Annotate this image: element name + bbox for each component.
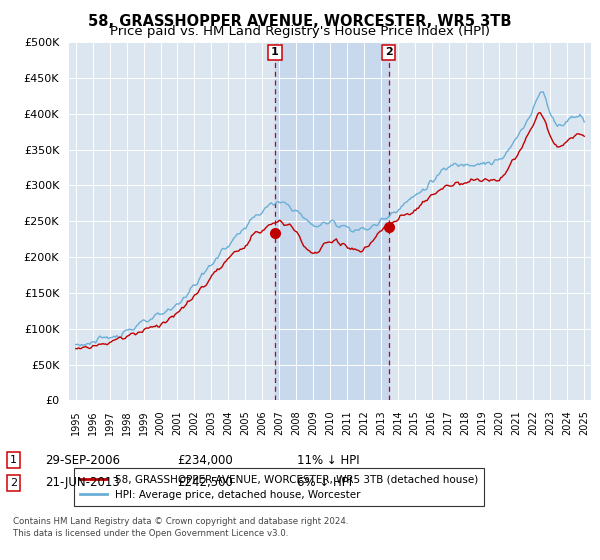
Text: 2: 2 [385, 48, 392, 57]
Text: Contains HM Land Registry data © Crown copyright and database right 2024.
This d: Contains HM Land Registry data © Crown c… [13, 517, 349, 538]
Text: 58, GRASSHOPPER AVENUE, WORCESTER, WR5 3TB: 58, GRASSHOPPER AVENUE, WORCESTER, WR5 3… [88, 14, 512, 29]
Text: £234,000: £234,000 [177, 454, 233, 467]
Text: Price paid vs. HM Land Registry's House Price Index (HPI): Price paid vs. HM Land Registry's House … [110, 25, 490, 38]
Text: 6% ↓ HPI: 6% ↓ HPI [297, 476, 352, 489]
Text: £242,500: £242,500 [177, 476, 233, 489]
Text: 1: 1 [271, 48, 279, 57]
Text: 2: 2 [10, 478, 17, 488]
Text: 29-SEP-2006: 29-SEP-2006 [45, 454, 120, 467]
Text: 11% ↓ HPI: 11% ↓ HPI [297, 454, 359, 467]
Text: 21-JUN-2013: 21-JUN-2013 [45, 476, 120, 489]
Legend: 58, GRASSHOPPER AVENUE, WORCESTER, WR5 3TB (detached house), HPI: Average price,: 58, GRASSHOPPER AVENUE, WORCESTER, WR5 3… [74, 468, 484, 506]
Text: 1: 1 [10, 455, 17, 465]
Bar [275, 42, 389, 400]
